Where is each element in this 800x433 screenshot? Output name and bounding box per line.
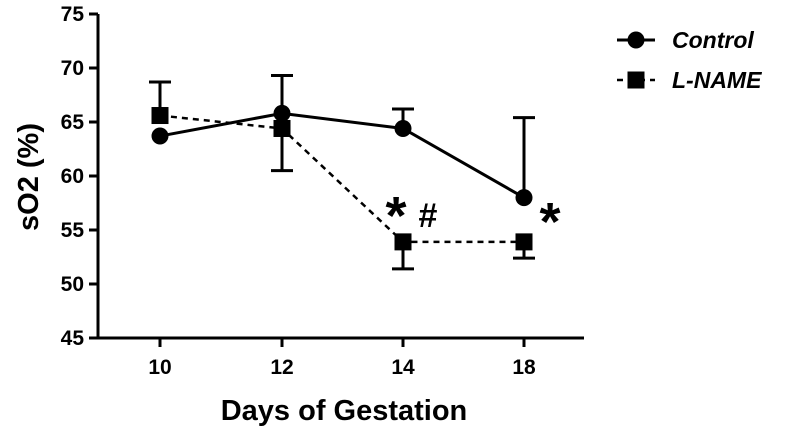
data-point-lname [273, 119, 291, 137]
x-tick-label: 18 [512, 356, 536, 379]
y-tick-label: 75 [61, 3, 85, 26]
legend-label-lname: L-NAME [672, 67, 762, 93]
y-tick-label: 70 [61, 57, 84, 80]
plot-area: 45 50 55 60 65 70 75 10 12 14 18 * # * [61, 3, 584, 379]
x-axis-title: Days of Gestation [221, 395, 468, 427]
legend-marker-control [627, 31, 645, 49]
data-point-control [273, 104, 291, 122]
y-tick-label: 50 [61, 273, 84, 296]
series-line-lname [159, 114, 524, 244]
y-tick-label: 65 [61, 111, 85, 134]
significance-mark: # [419, 197, 438, 235]
x-tick-label: 10 [148, 356, 171, 379]
y-tick-label: 55 [61, 219, 85, 242]
series-line-control [159, 111, 525, 199]
x-tick-label: 12 [270, 356, 293, 379]
y-axis-title: sO2 (%) [13, 123, 45, 231]
data-point-control [151, 127, 169, 145]
significance-mark: * [539, 192, 560, 252]
data-point-control [515, 189, 533, 207]
data-point-lname [151, 107, 169, 125]
legend: Control L-NAME [617, 27, 762, 93]
data-point-lname [515, 233, 533, 251]
significance-mark: * [385, 186, 406, 246]
legend-item-lname: L-NAME [617, 67, 762, 93]
data-point-control [394, 119, 412, 137]
legend-marker-lname [627, 71, 645, 89]
legend-label-control: Control [672, 27, 754, 53]
data-point-lname [394, 233, 412, 251]
y-tick-label: 60 [61, 165, 84, 188]
x-tick-label: 14 [391, 356, 415, 379]
legend-item-control: Control [617, 27, 754, 53]
y-tick-label: 45 [61, 327, 85, 350]
